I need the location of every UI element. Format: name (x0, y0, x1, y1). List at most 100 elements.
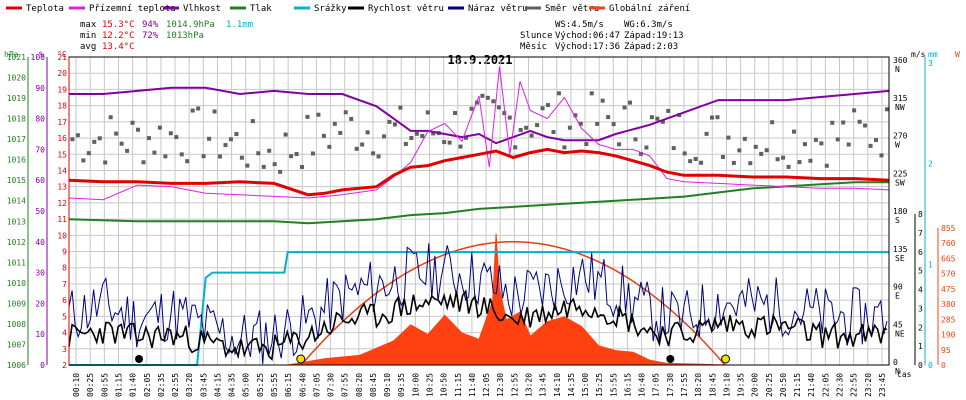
direction-point (754, 145, 758, 149)
sun-label: Slunce (520, 31, 553, 41)
ms-tick-label: 7 (918, 229, 923, 238)
avg-label: avg (80, 42, 96, 52)
direction-point (841, 120, 845, 124)
x-tick-label: 21:40 (807, 373, 816, 397)
direction-point (114, 132, 118, 136)
x-tick-label: 04:35 (228, 373, 237, 397)
pct-tick-label: 30 (35, 269, 45, 278)
direction-point (776, 157, 780, 161)
direction-point (710, 116, 714, 120)
x-tick-label: 10:25 (426, 373, 435, 397)
degc-tick-label: 21 (57, 53, 67, 62)
x-tick-label: 07:30 (327, 373, 336, 397)
max-press: 1014.9hPa (166, 20, 215, 30)
direction-point (169, 131, 173, 135)
direction-point (508, 116, 512, 120)
direction-point (377, 154, 381, 158)
x-tick-label: 12:55 (510, 373, 519, 397)
ms-tick-label: 3 (918, 304, 923, 313)
direction-point (196, 106, 200, 110)
w-tick-label: 570 (941, 270, 956, 279)
direction-tick-letter: S (895, 216, 900, 225)
direction-point (262, 165, 266, 169)
legend-label: Přízemní teplota (89, 4, 176, 14)
degc-tick-label: 4 (62, 329, 67, 338)
direction-point (699, 161, 703, 165)
direction-point (191, 109, 195, 113)
x-tick-label: 08:20 (355, 373, 364, 397)
hpa-tick-label: 1013 (7, 217, 26, 226)
direction-point (683, 151, 687, 155)
direction-point (125, 149, 129, 153)
degc-tick-label: 15 (57, 150, 67, 159)
x-tick-label: 09:35 (397, 373, 406, 397)
legend-label: Vlhkost (183, 4, 221, 14)
x-tick-label: 16:15 (623, 373, 632, 397)
direction-point (546, 103, 550, 107)
direction-point (158, 126, 162, 130)
direction-point (327, 145, 331, 149)
direction-point (344, 110, 348, 114)
x-tick-label: 00:55 (100, 373, 109, 397)
w-tick-label: 380 (941, 300, 956, 309)
weather-chart: Teplota Přízemní teplota Vlhkost Tlak Srážky… (0, 0, 966, 400)
direction-point (562, 145, 566, 149)
direction-point (502, 111, 506, 115)
direction-point (825, 164, 829, 168)
direction-point (601, 99, 605, 103)
sun-rise: Východ:06:47 (555, 31, 620, 41)
moon-label: Měsíc (520, 42, 547, 52)
direction-point (311, 151, 315, 155)
min-label: min (80, 31, 96, 41)
pct-tick-label: 0 (40, 361, 45, 370)
hpa-tick-label: 1020 (7, 74, 26, 83)
direction-point (256, 151, 260, 155)
pct-tick-label: 100 (31, 53, 46, 62)
direction-point (103, 161, 107, 165)
x-tick-label: 11:40 (468, 373, 477, 397)
hpa-tick-label: 1011 (7, 258, 26, 267)
direction-point (808, 159, 812, 163)
hpa-tick-label: 1014 (7, 197, 26, 206)
pct-tick-label: 40 (35, 238, 45, 247)
x-tick-label: 17:55 (680, 373, 689, 397)
direction-point (644, 146, 648, 150)
direction-point (748, 161, 752, 165)
direction-point (655, 117, 659, 121)
direction-point (705, 132, 709, 136)
direction-point (420, 134, 424, 138)
x-tick-label: 05:00 (242, 373, 251, 397)
direction-point (322, 134, 326, 138)
direction-point (152, 151, 156, 155)
x-tick-label: 16:40 (638, 373, 647, 397)
hpa-tick-label: 1012 (7, 238, 26, 247)
x-tick-label: 22:05 (821, 373, 830, 397)
direction-point (814, 138, 818, 142)
direction-point (694, 157, 698, 161)
mm-tick-label: 1 (928, 260, 933, 269)
direction-point (284, 133, 288, 137)
x-tick-label: 05:25 (256, 373, 265, 397)
direction-point (863, 124, 867, 128)
direction-point (295, 152, 299, 156)
direction-point (469, 107, 473, 111)
direction-tick-letter: SW (895, 178, 905, 187)
direction-point (584, 142, 588, 146)
direction-point (163, 154, 167, 158)
w-tick-label: 190 (941, 331, 956, 340)
info-block: WS:4.5m/s WG:6.3m/s Slunce Východ:06:47 … (520, 20, 684, 52)
x-tick-label: 03:45 (199, 373, 208, 397)
ms-tick-label: 1 (918, 342, 923, 351)
direction-point (650, 115, 654, 119)
pct-tick-label: 60 (35, 176, 45, 185)
x-tick-label: 06:40 (298, 373, 307, 397)
x-tick-label: 19:10 (722, 373, 731, 397)
ms-tick-label: 8 (918, 210, 923, 219)
degc-tick-label: 2 (62, 361, 67, 370)
hpa-tick-label: 1021 (7, 53, 26, 62)
direction-point (666, 109, 670, 113)
direction-tick-letter: NW (895, 103, 905, 112)
direction-point (590, 91, 594, 95)
direction-point (87, 151, 91, 155)
series-lines (69, 67, 889, 365)
